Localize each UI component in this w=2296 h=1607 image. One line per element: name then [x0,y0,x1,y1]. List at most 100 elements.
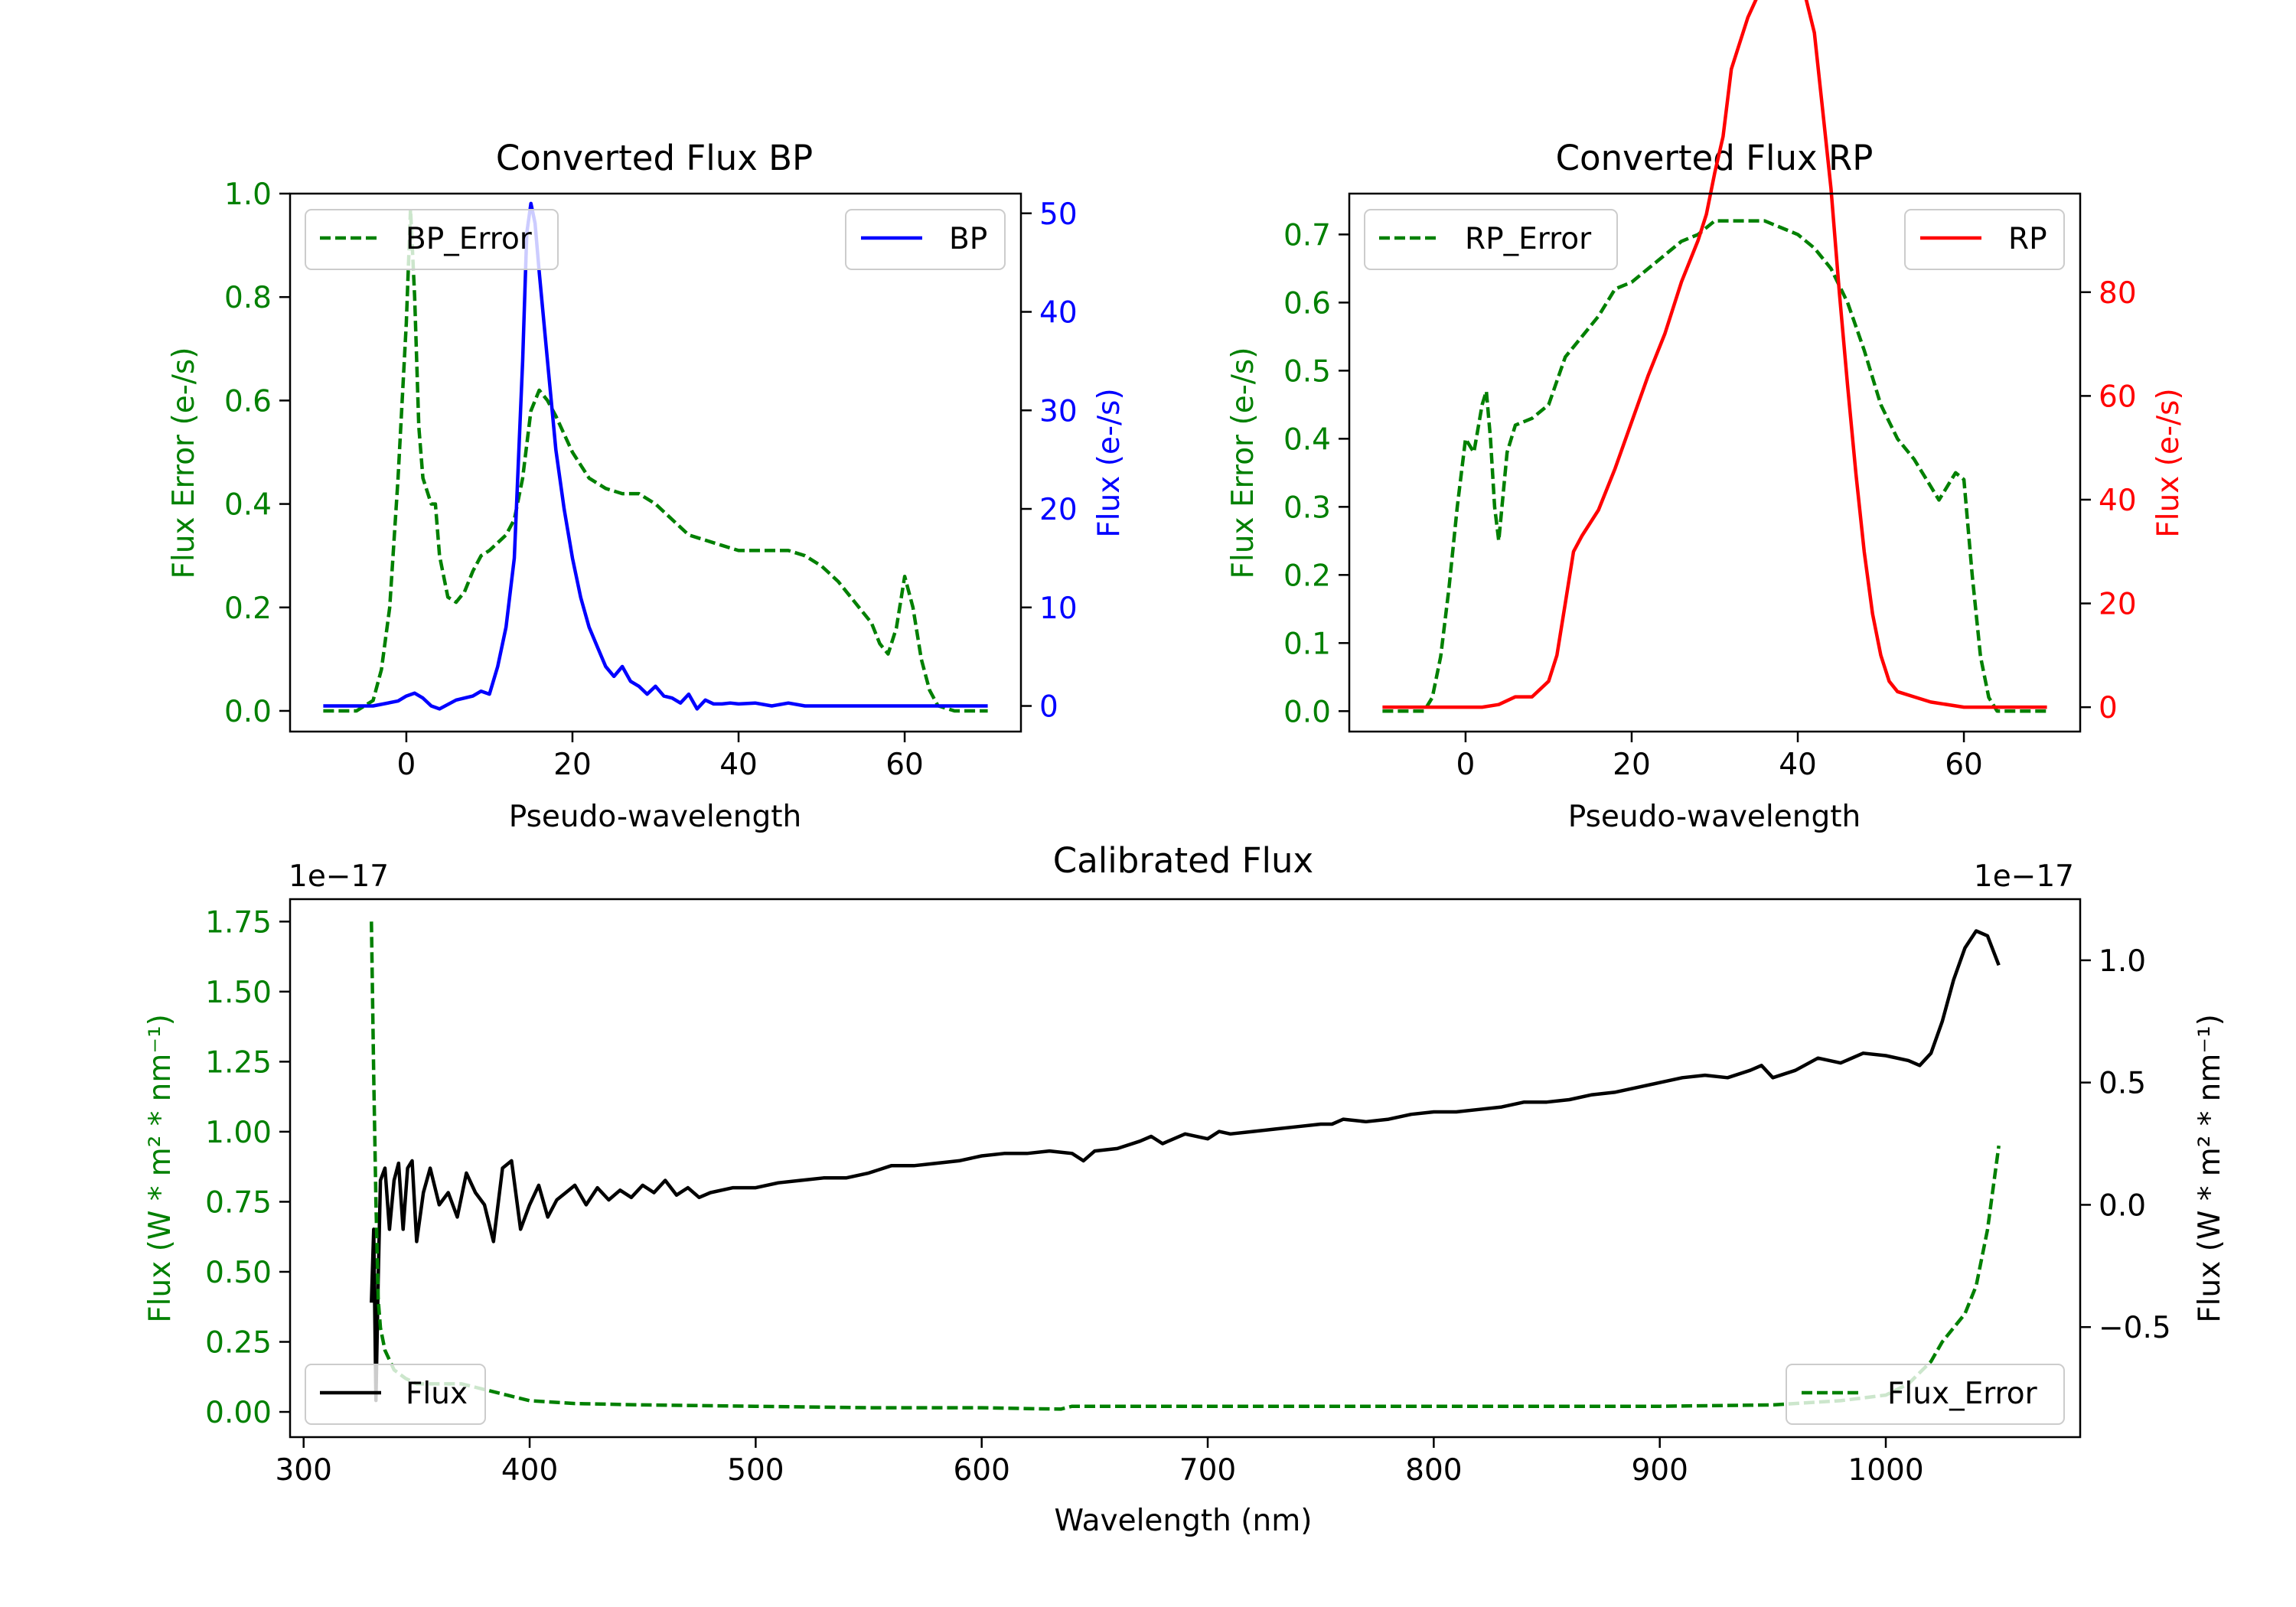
rp-legend-right-box [1904,209,2065,270]
rp-xlabel: Pseudo-wavelength [1568,800,1861,834]
cal-flux-legend-label: Flux [406,1377,468,1411]
rp-legend-label: RP [2008,222,2047,256]
cal-ytick-right-label: 1.0 [2099,944,2146,979]
rp-ytick-left-label: 0.0 [1283,695,1331,729]
cal-panel: Calibrated Flux 1e−17 1e−17 300 400 500 600… [143,840,2227,1538]
rp-x-ticks: 0 20 40 60 [1456,732,1983,782]
bp-ytick-left-label: 1.0 [224,178,272,212]
cal-offset-left: 1e−17 [289,859,389,894]
cal-ytick-left-label: 0.25 [205,1326,272,1361]
bp-xtick-label: 60 [885,748,924,782]
rp-legend-right: RP [1904,209,2065,270]
cal-ytick-left-label: 1.50 [205,976,272,1010]
bp-ytick-left-label: 0.2 [224,592,272,626]
rp-ytick-left-label: 0.1 [1283,627,1331,661]
bp-y-ticks-left: 0.0 0.2 0.4 0.6 0.8 1.0 [224,178,290,729]
bp-ytick-left-label: 0.6 [224,384,272,419]
cal-ytick-right-label: −0.5 [2099,1311,2171,1345]
cal-legend-right: Flux_Error [1786,1364,2065,1425]
rp-ytick-left-label: 0.4 [1283,422,1331,457]
cal-y-ticks-right: −0.5 0.0 0.5 1.0 [2080,944,2171,1345]
rp-series-rp-error [1382,219,2047,713]
cal-xtick-label: 1000 [1848,1453,1923,1488]
rp-series-group [1382,0,2047,713]
rp-series-rp [1382,0,2047,709]
cal-xtick-label: 300 [275,1453,331,1488]
cal-ytick-left-label: 0.00 [205,1396,272,1430]
rp-legend-left-box [1364,209,1618,270]
cal-xtick-label: 600 [953,1453,1009,1488]
bp-ytick-right-label: 30 [1039,394,1078,429]
rp-ytick-right-label: 20 [2099,588,2137,622]
cal-error-legend-label: Flux_Error [1887,1377,2038,1411]
cal-ytick-left-label: 1.75 [205,905,272,940]
cal-y-ticks-left: 0.00 0.25 0.50 0.75 1.00 1.25 1.50 1.75 [205,905,290,1430]
bp-series-group [323,201,988,713]
cal-title: Calibrated Flux [1053,840,1313,881]
rp-panel: Converted Flux RP 0 20 40 60 0.00.10.20.30.… [1226,0,2186,834]
bp-ytick-right-label: 20 [1039,493,1078,527]
rp-ytick-right-label: 40 [2099,484,2137,518]
bp-ytick-right-label: 0 [1039,690,1058,725]
rp-ytick-left-label: 0.7 [1283,218,1331,253]
cal-legend-left: Flux [305,1364,486,1425]
cal-ytick-left-label: 0.75 [205,1185,272,1220]
bp-series-bp-error [323,207,988,713]
rp-ytick-right-label: 0 [2099,691,2118,725]
bp-panel: Converted Flux BP 0 20 40 60 0.00.20.40.60.… [167,138,1127,834]
rp-ylabel-left: Flux Error (e-/s) [1226,347,1261,579]
bp-legend-right-box [845,209,1006,270]
rp-ytick-left-label: 0.3 [1283,491,1331,525]
cal-legend-right-box [1786,1364,2065,1425]
cal-ytick-right-label: 0.5 [2099,1067,2146,1101]
rp-xtick-label: 20 [1613,748,1651,782]
cal-ytick-left-label: 1.25 [205,1045,272,1080]
rp-ylabel-right: Flux (e-/s) [2151,388,2186,537]
cal-ylabel-right: Flux (W * m² * nm⁻¹) [2193,1014,2227,1323]
rp-xtick-label: 0 [1456,748,1476,782]
bp-error-legend-label: BP_Error [406,222,533,256]
bp-x-ticks: 0 20 40 60 [397,732,924,782]
cal-xtick-label: 900 [1631,1453,1688,1488]
bp-xtick-label: 40 [719,748,758,782]
cal-xtick-label: 400 [501,1453,558,1488]
bp-legend-label: BP [949,222,987,256]
bp-ytick-right-label: 40 [1039,296,1078,331]
bp-legend-left: BP_Error [305,209,559,270]
cal-ylabel-left: Flux (W * m² * nm⁻¹) [143,1014,178,1323]
bp-xtick-label: 0 [397,748,416,782]
bp-y-ticks-right: 0 10 20 30 40 50 [1021,197,1078,725]
rp-y-ticks-left: 0.0 0.1 0.2 0.3 0.4 0.5 0.6 0.7 [1283,218,1349,729]
cal-offset-right: 1e−17 [1974,859,2074,894]
rp-error-legend-label: RP_Error [1465,222,1592,256]
rp-ytick-left-label: 0.2 [1283,559,1331,593]
rp-ytick-right-label: 80 [2099,276,2137,311]
bp-plot-frame [289,192,1022,733]
rp-ytick-left-label: 0.6 [1283,286,1331,321]
bp-ytick-left-label: 0.4 [224,488,272,523]
bp-ylabel-left: Flux Error (e-/s) [167,347,201,579]
rp-y-ticks-right: 0 20 40 60 80 [2080,276,2137,725]
bp-ytick-right-label: 10 [1039,592,1078,626]
bp-ytick-left-label: 0.8 [224,281,272,315]
rp-xtick-label: 60 [1945,748,1983,782]
bp-title: Converted Flux BP [496,138,813,178]
cal-x-ticks: 300 400 500 600 700 800 900 1000 [275,1437,1924,1488]
rp-legend-left: RP_Error [1364,209,1618,270]
bp-legend-right: BP [845,209,1006,270]
bp-ylabel-right: Flux (e-/s) [1092,388,1127,537]
cal-ytick-right-label: 0.0 [2099,1188,2146,1223]
bp-ytick-right-label: 50 [1039,197,1078,232]
cal-legend-left-box [305,1364,486,1425]
rp-ytick-left-label: 0.5 [1283,354,1331,389]
cal-ytick-left-label: 0.50 [205,1256,272,1290]
bp-ytick-left-label: 0.0 [224,695,272,729]
bp-legend-left-box [305,209,559,270]
bp-series-bp [323,201,988,711]
bp-xlabel: Pseudo-wavelength [509,800,801,834]
cal-xtick-label: 700 [1179,1453,1236,1488]
cal-xtick-label: 800 [1405,1453,1462,1488]
cal-xlabel: Wavelength (nm) [1055,1504,1313,1538]
rp-ytick-right-label: 60 [2099,380,2137,414]
